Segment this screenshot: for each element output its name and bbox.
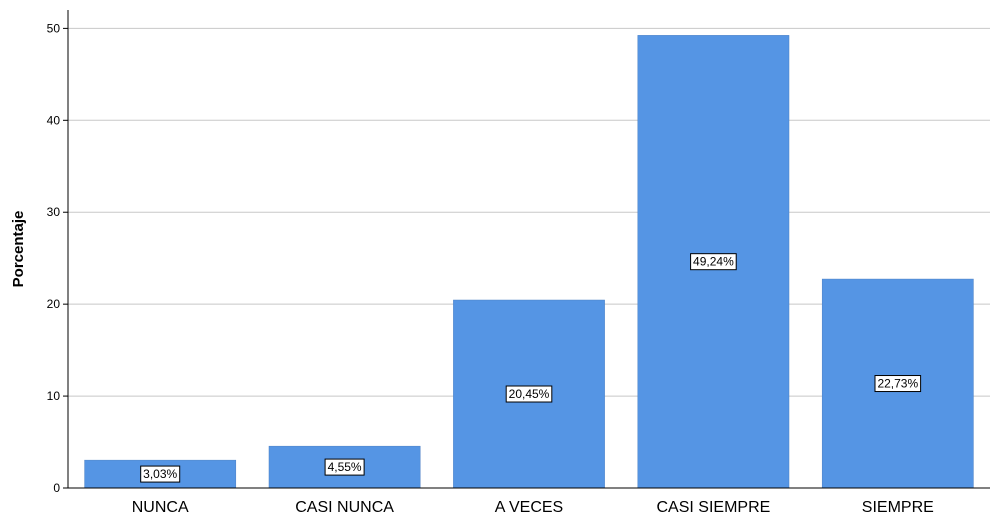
data-label-text: 20,45%	[509, 387, 550, 401]
x-axis-labels: NUNCA CASI NUNCA A VECES CASI SIEMPRE SIEMPR…	[132, 499, 934, 515]
data-label: 4,55%	[325, 459, 364, 475]
data-label: 22,73%	[875, 376, 921, 392]
data-label-text: 22,73%	[877, 377, 918, 391]
y-tick-label: 10	[47, 389, 61, 403]
y-tick-label: 0	[53, 481, 60, 495]
x-tick-label: SIEMPRE	[862, 499, 934, 515]
data-label: 49,24%	[691, 254, 737, 270]
data-label: 3,03%	[141, 466, 180, 482]
x-tick-label: CASI SIEMPRE	[656, 499, 770, 515]
y-axis-ticks: 0 10 20 30 40 50	[47, 21, 68, 495]
x-tick-label: A VECES	[495, 499, 563, 515]
bars	[85, 35, 974, 488]
data-label: 20,45%	[506, 386, 552, 402]
y-tick-label: 30	[47, 205, 61, 219]
data-label-text: 49,24%	[693, 255, 734, 269]
data-label-text: 3,03%	[143, 467, 177, 481]
y-tick-label: 50	[47, 21, 61, 35]
y-tick-label: 20	[47, 297, 61, 311]
y-tick-label: 40	[47, 113, 61, 127]
y-axis-title: Porcentaje	[10, 211, 27, 288]
x-tick-label: CASI NUNCA	[295, 499, 394, 515]
x-tick-label: NUNCA	[132, 499, 189, 515]
data-label-text: 4,55%	[328, 460, 362, 474]
